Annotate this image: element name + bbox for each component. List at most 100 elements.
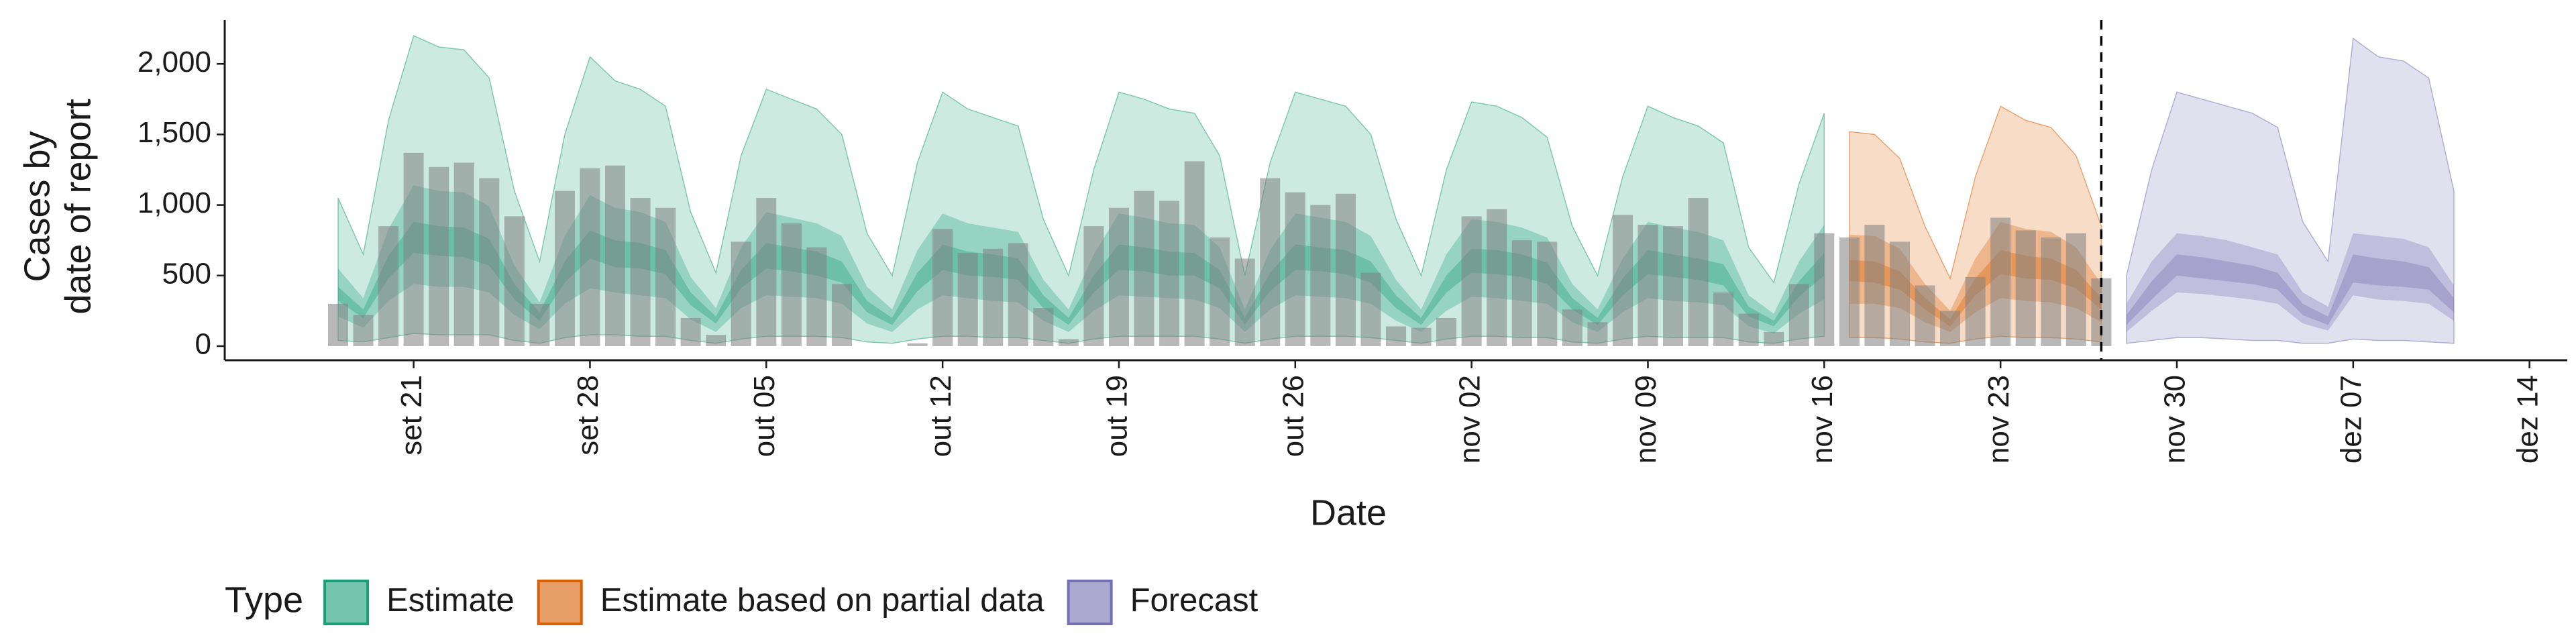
x-tick-label: nov 23 (1982, 375, 2015, 464)
bar (429, 166, 449, 346)
bar (907, 343, 928, 346)
x-tick-label: nov 09 (1629, 375, 1662, 464)
legend-label: Forecast (1130, 582, 1258, 619)
bar (630, 198, 651, 346)
bar (1360, 272, 1381, 346)
legend-key (323, 580, 370, 625)
bar (1537, 241, 1558, 346)
bar (1411, 327, 1432, 346)
bar (731, 241, 751, 346)
y-tick-label: 2,000 (138, 46, 211, 78)
x-tick-label: out 05 (748, 375, 781, 457)
bar (529, 303, 550, 346)
bar (403, 152, 424, 346)
bar (1108, 207, 1129, 346)
bar (1335, 193, 1356, 346)
x-axis-title: Date (1310, 492, 1387, 533)
bar (1461, 216, 1482, 346)
x-tick-label: out 19 (1101, 375, 1134, 457)
y-axis-title-line: date of report (58, 99, 98, 314)
bar (1385, 326, 1407, 346)
bar (680, 317, 701, 346)
y-tick-label: 500 (162, 257, 211, 290)
y-tick-label: 1,500 (138, 116, 211, 149)
band (2126, 233, 2454, 332)
x-tick-label: dez 14 (2511, 375, 2544, 464)
bar (1436, 317, 1457, 346)
bar (1764, 331, 1784, 346)
x-tick-label: out 26 (1277, 375, 1309, 457)
band (2126, 254, 2454, 325)
bar (1210, 237, 1230, 346)
band (1849, 221, 2102, 332)
bar (1638, 225, 1658, 346)
legend-label: Estimate based on partial data (600, 582, 1045, 619)
bar (2015, 230, 2036, 346)
bar (1688, 198, 1709, 346)
bar (655, 207, 676, 346)
bar (932, 229, 953, 346)
bar (1008, 243, 1028, 346)
x-tick-label: set 21 (395, 375, 428, 455)
bar (1587, 322, 1608, 346)
legend-key (1067, 580, 1113, 625)
y-axis-title-line: Cases by (17, 131, 57, 282)
bar (1562, 309, 1582, 346)
bar (1260, 178, 1281, 346)
band (338, 185, 1825, 333)
bar (1940, 311, 1961, 346)
bar (1663, 226, 1684, 346)
bar (1511, 240, 1532, 346)
bar (580, 168, 600, 346)
x-tick-label: out 12 (924, 375, 957, 457)
bar (378, 226, 399, 346)
bar (831, 284, 852, 346)
legend-key (537, 580, 583, 625)
x-tick-label: dez 07 (2334, 375, 2367, 464)
bar (1159, 201, 1180, 346)
x-tick-label: set 28 (572, 375, 604, 455)
bar (706, 335, 727, 346)
bar (504, 216, 525, 346)
bar (2065, 233, 2086, 346)
bar (1839, 237, 1860, 346)
band (2126, 37, 2455, 344)
bar (1487, 209, 1507, 346)
bar (957, 253, 978, 346)
bar (604, 165, 626, 346)
legend-title: Type (225, 580, 303, 620)
bar (983, 248, 1004, 346)
bar (756, 198, 777, 346)
bar (1864, 225, 1885, 346)
bar (554, 191, 575, 346)
bar (1738, 313, 1759, 346)
bar (1310, 205, 1331, 346)
bar (1965, 276, 1986, 346)
bar (1083, 226, 1104, 346)
bar (1285, 192, 1305, 346)
bar (1814, 233, 1835, 346)
bar (479, 178, 500, 346)
bar (806, 247, 827, 346)
bar (2041, 237, 2061, 346)
bar (353, 315, 374, 346)
x-tick-label: nov 02 (1453, 375, 1486, 464)
bar (1234, 258, 1255, 346)
bar (1713, 292, 1734, 346)
bar (781, 223, 802, 346)
bar (1033, 308, 1054, 346)
bar (1915, 285, 1935, 346)
x-tick-label: nov 30 (2159, 375, 2192, 464)
y-tick-label: 1,000 (138, 186, 211, 219)
bar (453, 162, 474, 346)
bar (1134, 191, 1155, 346)
bar (1788, 284, 1809, 346)
y-tick-label: 0 (195, 328, 211, 361)
bar (1184, 161, 1205, 346)
bar (1612, 215, 1633, 346)
legend-label: Estimate (386, 582, 515, 619)
bar (1058, 339, 1079, 346)
bar (1889, 241, 1910, 346)
